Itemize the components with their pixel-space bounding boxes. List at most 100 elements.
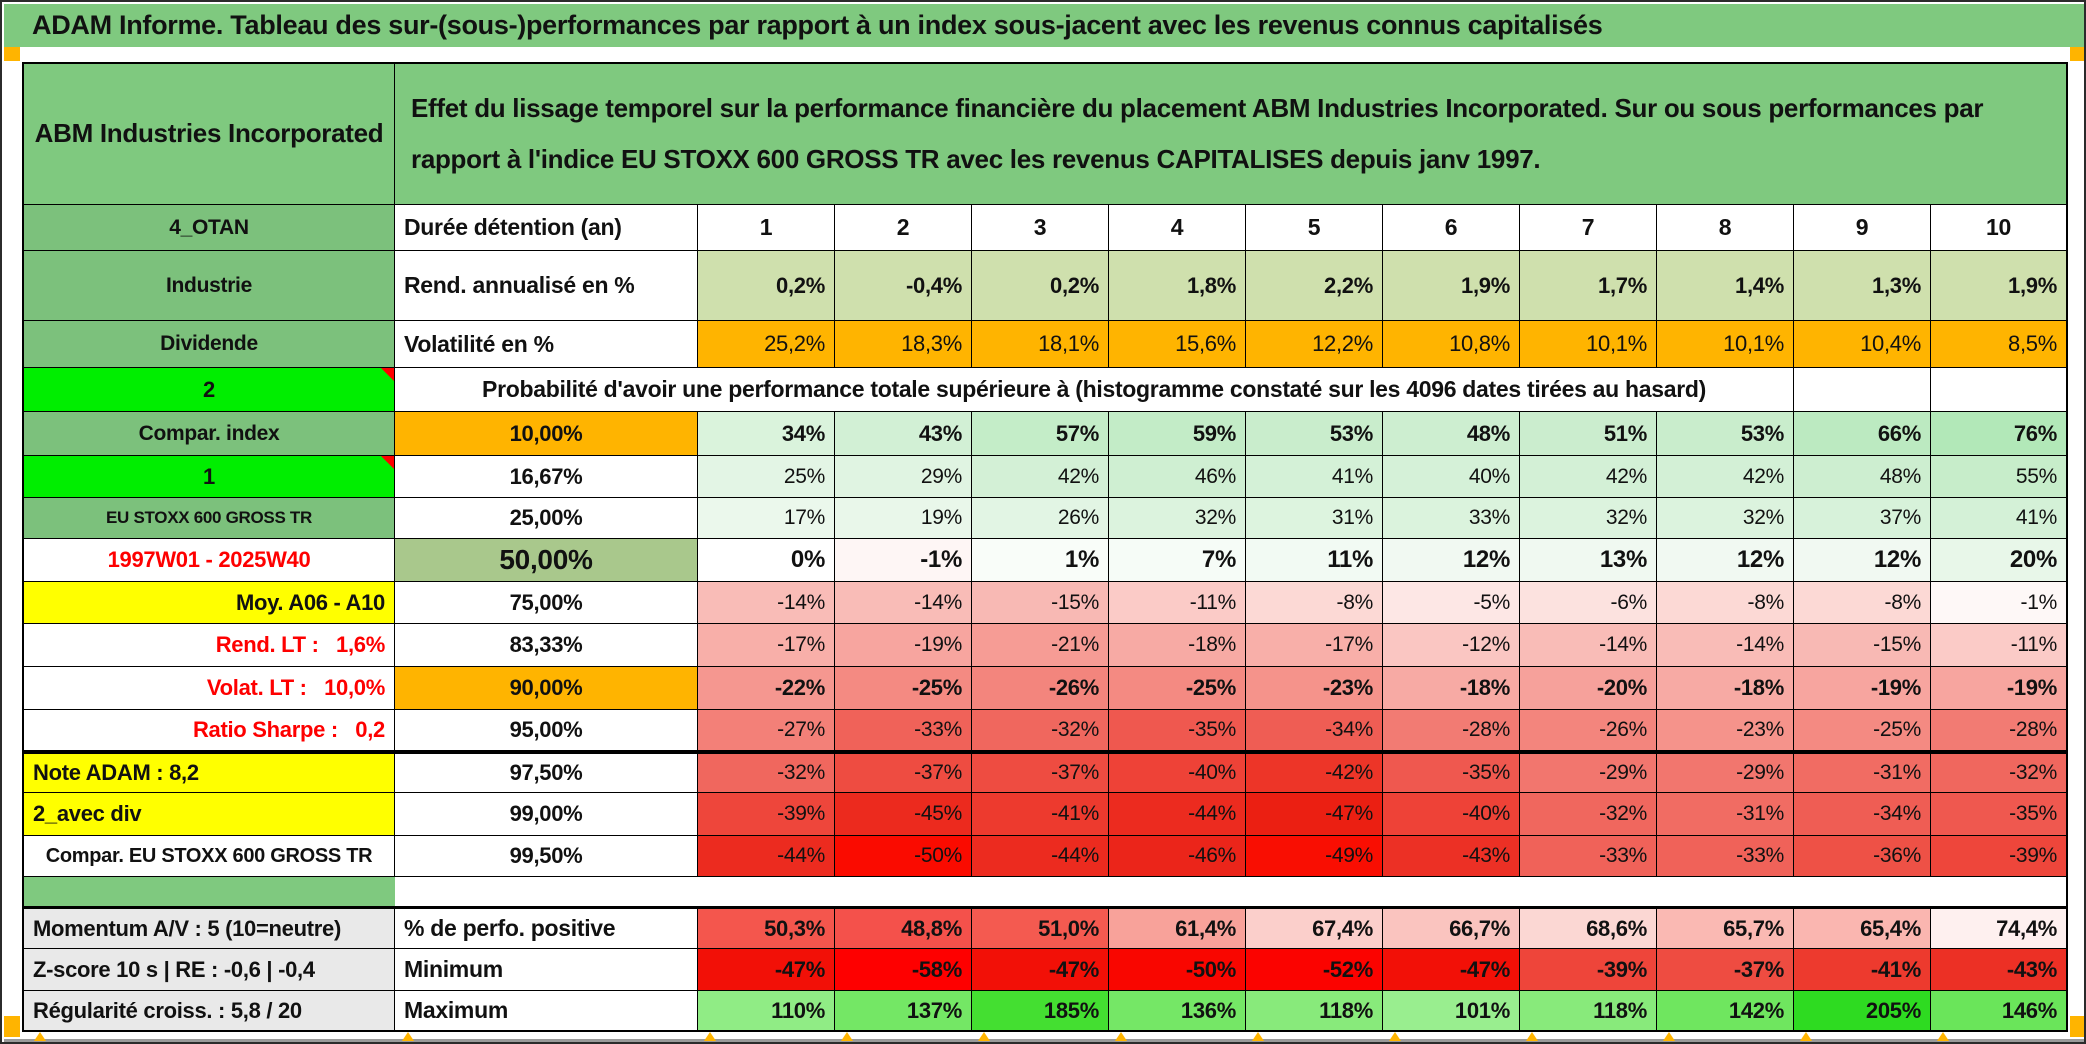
table-cell[interactable]: 32%: [1657, 498, 1794, 539]
row-label-momentum[interactable]: Momentum A/V : 5 (10=neutre): [22, 906, 395, 949]
table-cell[interactable]: 83,33%: [395, 624, 698, 667]
table-cell[interactable]: -50%: [835, 836, 972, 877]
table-cell[interactable]: -28%: [1931, 710, 2068, 751]
row-label-1[interactable]: 1: [22, 456, 395, 498]
table-cell[interactable]: 66%: [1794, 412, 1931, 456]
table-cell[interactable]: Minimum: [395, 949, 698, 991]
table-cell[interactable]: -31%: [1657, 793, 1794, 836]
row-label-index-name[interactable]: EU STOXX 600 GROSS TR: [22, 498, 395, 539]
table-cell[interactable]: 51%: [1520, 412, 1657, 456]
table-cell[interactable]: Rend. annualisé en %: [395, 251, 698, 321]
table-cell[interactable]: 95,00%: [395, 710, 698, 751]
table-cell[interactable]: 118%: [1246, 991, 1383, 1032]
table-cell[interactable]: 2,2%: [1246, 251, 1383, 321]
table-cell[interactable]: -8%: [1246, 582, 1383, 624]
row-label-zscore[interactable]: Z-score 10 s | RE : -0,6 | -0,4: [22, 949, 395, 991]
row-label-volat-lt[interactable]: Volat. LT : 10,0%: [22, 667, 395, 710]
table-cell[interactable]: 41%: [1246, 456, 1383, 498]
table-cell[interactable]: 3: [972, 205, 1109, 251]
table-cell[interactable]: 66,7%: [1383, 906, 1520, 949]
table-cell[interactable]: 13%: [1520, 539, 1657, 582]
table-cell[interactable]: -40%: [1109, 751, 1246, 793]
row-label-4-otan[interactable]: 4_OTAN: [22, 205, 395, 251]
table-cell[interactable]: -11%: [1931, 624, 2068, 667]
table-cell[interactable]: -35%: [1109, 710, 1246, 751]
table-cell[interactable]: 29%: [835, 456, 972, 498]
table-cell[interactable]: 74,4%: [1931, 906, 2068, 949]
table-cell[interactable]: -27%: [698, 710, 835, 751]
table-cell[interactable]: -25%: [835, 667, 972, 710]
table-cell[interactable]: -42%: [1246, 751, 1383, 793]
table-cell[interactable]: -28%: [1383, 710, 1520, 751]
table-cell[interactable]: 1,4%: [1657, 251, 1794, 321]
table-cell[interactable]: -37%: [1657, 949, 1794, 991]
table-cell[interactable]: -25%: [1109, 667, 1246, 710]
table-cell[interactable]: 6: [1383, 205, 1520, 251]
row-label-compar-eu-stoxx[interactable]: Compar. EU STOXX 600 GROSS TR: [22, 836, 395, 877]
table-cell[interactable]: -31%: [1794, 751, 1931, 793]
table-cell[interactable]: -5%: [1383, 582, 1520, 624]
table-cell[interactable]: 99,00%: [395, 793, 698, 836]
table-cell[interactable]: -1%: [1931, 582, 2068, 624]
table-cell[interactable]: 9: [1794, 205, 1931, 251]
table-cell[interactable]: -44%: [1109, 793, 1246, 836]
table-cell[interactable]: -43%: [1383, 836, 1520, 877]
table-cell[interactable]: -39%: [1520, 949, 1657, 991]
table-cell[interactable]: -40%: [1383, 793, 1520, 836]
table-cell[interactable]: 146%: [1931, 991, 2068, 1032]
table-cell[interactable]: -41%: [1794, 949, 1931, 991]
table-cell[interactable]: -33%: [1657, 836, 1794, 877]
table-cell[interactable]: 37%: [1794, 498, 1931, 539]
table-cell[interactable]: 42%: [972, 456, 1109, 498]
table-cell[interactable]: 10,1%: [1657, 321, 1794, 368]
table-cell[interactable]: 65,4%: [1794, 906, 1931, 949]
table-cell[interactable]: 53%: [1246, 412, 1383, 456]
table-cell[interactable]: 90,00%: [395, 667, 698, 710]
table-cell[interactable]: -32%: [698, 751, 835, 793]
table-cell[interactable]: 8,5%: [1931, 321, 2068, 368]
table-cell[interactable]: 12%: [1657, 539, 1794, 582]
table-cell[interactable]: -23%: [1657, 710, 1794, 751]
table-cell[interactable]: -17%: [1246, 624, 1383, 667]
table-cell[interactable]: 20%: [1931, 539, 2068, 582]
table-cell[interactable]: -41%: [972, 793, 1109, 836]
table-cell[interactable]: 33%: [1383, 498, 1520, 539]
table-cell[interactable]: 26%: [972, 498, 1109, 539]
table-cell[interactable]: 42%: [1657, 456, 1794, 498]
row-label-rend-lt[interactable]: Rend. LT : 1,6%: [22, 624, 395, 667]
table-cell[interactable]: -29%: [1520, 751, 1657, 793]
table-cell[interactable]: -14%: [835, 582, 972, 624]
table-cell[interactable]: 1,3%: [1794, 251, 1931, 321]
table-cell[interactable]: 1%: [972, 539, 1109, 582]
table-cell[interactable]: 40%: [1383, 456, 1520, 498]
table-cell[interactable]: -49%: [1246, 836, 1383, 877]
table-cell[interactable]: 32%: [1109, 498, 1246, 539]
table-cell[interactable]: 8: [1657, 205, 1794, 251]
row-label-moyenne[interactable]: Moy. A06 - A10: [22, 582, 395, 624]
table-cell[interactable]: [1931, 368, 2068, 412]
table-cell[interactable]: -15%: [1794, 624, 1931, 667]
row-label-compar-index[interactable]: Compar. index: [22, 412, 395, 456]
row-label-2[interactable]: 2: [22, 368, 395, 412]
table-cell[interactable]: -17%: [698, 624, 835, 667]
table-cell[interactable]: -12%: [1383, 624, 1520, 667]
table-cell[interactable]: 11%: [1246, 539, 1383, 582]
table-cell[interactable]: 31%: [1246, 498, 1383, 539]
table-cell[interactable]: -26%: [972, 667, 1109, 710]
table-cell[interactable]: -46%: [1109, 836, 1246, 877]
table-cell[interactable]: -18%: [1657, 667, 1794, 710]
table-cell[interactable]: 18,1%: [972, 321, 1109, 368]
separator-green-cell[interactable]: [22, 877, 395, 906]
table-cell[interactable]: -1%: [835, 539, 972, 582]
table-cell[interactable]: 97,50%: [395, 751, 698, 793]
table-cell[interactable]: -32%: [1520, 793, 1657, 836]
table-cell[interactable]: -18%: [1109, 624, 1246, 667]
table-cell[interactable]: -8%: [1794, 582, 1931, 624]
table-cell[interactable]: 55%: [1931, 456, 2068, 498]
table-cell[interactable]: 7: [1520, 205, 1657, 251]
table-cell[interactable]: 1,7%: [1520, 251, 1657, 321]
table-cell[interactable]: 110%: [698, 991, 835, 1032]
table-cell[interactable]: 5: [1246, 205, 1383, 251]
table-cell[interactable]: 25%: [698, 456, 835, 498]
entity-name[interactable]: ABM Industries Incorporated: [22, 62, 395, 205]
